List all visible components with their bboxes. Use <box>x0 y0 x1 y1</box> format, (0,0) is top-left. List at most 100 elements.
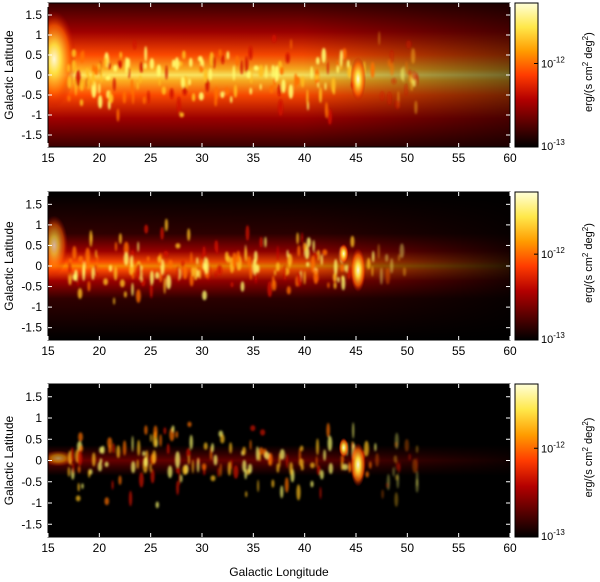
source-blob <box>327 435 333 452</box>
source-blob <box>298 447 301 462</box>
source-blob <box>137 439 141 456</box>
source-blob <box>122 440 127 456</box>
colorbar <box>514 191 539 341</box>
y-tick-label: 0 <box>35 68 42 82</box>
source-blob <box>122 90 127 104</box>
source-blob <box>230 281 234 288</box>
source-blob <box>286 249 289 258</box>
source-blob <box>230 95 233 104</box>
x-tick-label: 45 <box>349 151 363 165</box>
source-blob <box>387 91 392 105</box>
source-blob <box>272 275 275 287</box>
source-blob <box>131 282 134 296</box>
source-blob <box>144 46 148 62</box>
y-tick-label: -0.5 <box>21 475 42 489</box>
source-blob <box>72 462 75 474</box>
source-blob <box>316 57 320 65</box>
source-blob <box>374 443 377 452</box>
source-blob <box>247 256 251 267</box>
source-blob <box>333 259 338 276</box>
y-axis-label: Galactic Latitude <box>2 415 16 505</box>
source-blob <box>398 254 401 262</box>
source-blob <box>219 463 222 477</box>
colorbar-max-label: 10-12 <box>541 246 565 261</box>
source-blob <box>187 228 191 241</box>
source-blob <box>97 461 103 472</box>
source-blob <box>278 99 283 116</box>
y-tick-label: -1 <box>31 108 42 122</box>
source-blob <box>404 439 410 452</box>
source-blob <box>86 67 89 77</box>
y-tick-label: 0 <box>35 454 42 468</box>
source-blob <box>150 469 155 484</box>
source-blob <box>131 435 134 452</box>
source-blob <box>104 497 110 506</box>
source-blob <box>325 102 328 119</box>
heatmap-top <box>48 3 510 147</box>
source-blob <box>217 467 220 478</box>
source-blob <box>82 261 86 276</box>
source-blob <box>246 71 251 79</box>
colorbar-min-label: 10-13 <box>541 138 565 153</box>
source-blob <box>390 49 394 64</box>
source-blob <box>230 459 233 470</box>
source-blob <box>303 270 306 285</box>
source-blob <box>77 449 83 466</box>
y-tick-label: -1 <box>31 496 42 510</box>
x-tick-label: 55 <box>452 541 466 555</box>
source-blob <box>391 77 397 85</box>
source-blob <box>191 266 195 277</box>
source-blob <box>406 40 412 49</box>
source-blob <box>214 240 219 252</box>
x-tick-label: 45 <box>349 344 363 358</box>
colorbar-label: erg/(s cm2 deg2) <box>581 418 595 498</box>
source-blob <box>70 447 74 462</box>
source-blob <box>408 453 412 461</box>
y-axis-label: Galactic Latitude <box>2 221 16 311</box>
bright-region-l16 <box>48 450 75 467</box>
source-blob <box>389 62 395 77</box>
source-blob <box>203 69 208 83</box>
x-tick-label: 40 <box>298 541 312 555</box>
source-blob <box>242 459 247 473</box>
source-blob <box>96 255 99 262</box>
source-blob <box>327 108 332 125</box>
x-tick-label: 35 <box>247 541 261 555</box>
y-tick-label: 1 <box>35 28 42 42</box>
x-tick-label: 40 <box>298 344 312 358</box>
colorbar-min-label: 10-13 <box>541 331 565 346</box>
source-blob <box>144 425 148 435</box>
colorbar-max-label: 10-12 <box>541 440 565 455</box>
source-blob <box>131 461 136 474</box>
source-blob <box>296 232 299 245</box>
source-blob <box>271 64 275 71</box>
source-blob <box>277 84 281 97</box>
source-blob <box>189 57 193 68</box>
source-blob <box>211 443 214 453</box>
source-blob <box>136 263 142 280</box>
source-blob <box>336 65 340 74</box>
source-blob <box>91 452 96 467</box>
source-blob <box>276 463 280 473</box>
source-blob <box>77 279 79 287</box>
source-blob <box>316 438 319 456</box>
source-blob <box>371 265 374 277</box>
source-blob <box>77 482 80 492</box>
x-tick-label: 45 <box>349 541 363 555</box>
source-blob <box>253 65 259 71</box>
source-blob <box>155 271 160 279</box>
y-tick-label: -1.5 <box>21 128 42 142</box>
source-blob <box>159 434 162 447</box>
source-blob <box>372 250 375 263</box>
source-blob <box>74 79 77 96</box>
source-blob <box>258 447 264 455</box>
source-blob <box>91 267 95 280</box>
source-blob <box>265 64 268 79</box>
source-blob <box>252 258 257 275</box>
source-blob <box>220 434 225 444</box>
source-blob <box>322 249 328 256</box>
source-blob <box>233 465 239 479</box>
source-blob <box>379 267 383 285</box>
source-blob <box>153 425 158 439</box>
source-blob <box>175 467 181 474</box>
